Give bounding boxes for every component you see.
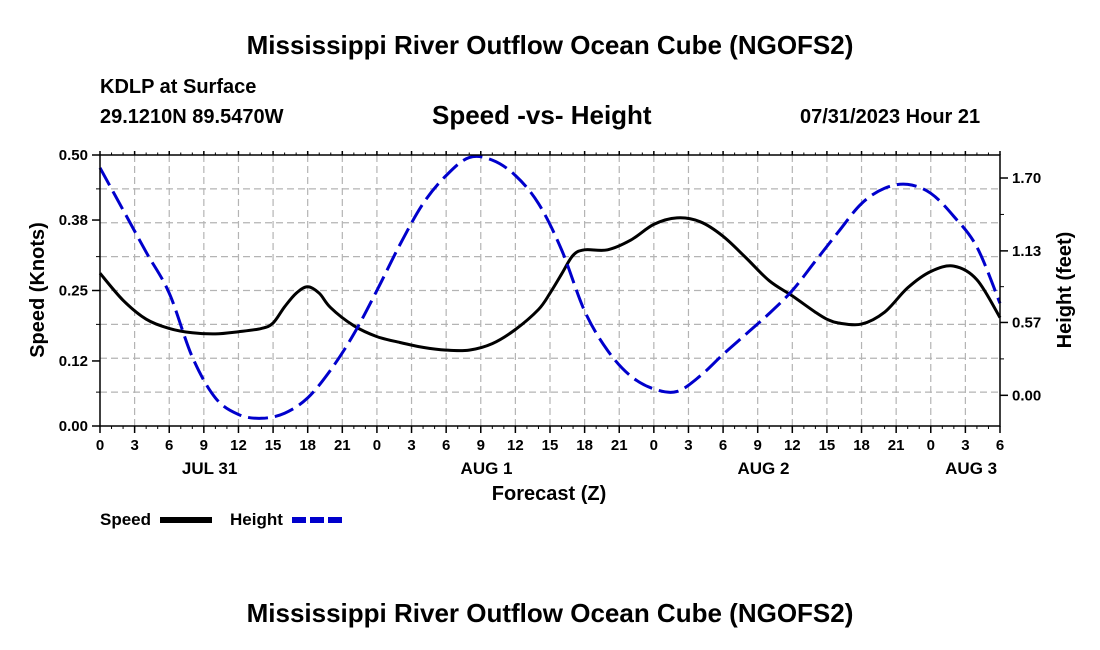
x-tick-label: 18 bbox=[853, 437, 870, 454]
x-tick-label: 6 bbox=[996, 437, 1004, 454]
chart-title: Mississippi River Outflow Ocean Cube (NG… bbox=[246, 30, 854, 60]
x-tick-label: 15 bbox=[542, 437, 559, 454]
x-date-label: AUG 1 bbox=[461, 459, 513, 478]
x-axis: 0 3 6 9 12 15 18 21 0 3 6 9 12 15 18 21 0 3 6 9 12 15 18 21 0 3 6J… bbox=[96, 151, 1004, 478]
x-date-label: JUL 31 bbox=[182, 459, 237, 478]
legend-label-speed: Speed bbox=[100, 510, 151, 529]
x-tick-label: 3 bbox=[961, 437, 969, 454]
x-axis-title: Forecast (Z) bbox=[492, 483, 606, 505]
x-tick-label: 15 bbox=[265, 437, 282, 454]
x-tick-label: 15 bbox=[819, 437, 836, 454]
x-tick-label: 12 bbox=[230, 437, 247, 454]
legend-label-height: Height bbox=[230, 510, 283, 529]
series-line-height bbox=[98, 154, 1002, 420]
y-tick-label: 0.50 bbox=[59, 147, 88, 164]
x-tick-label: 21 bbox=[888, 437, 905, 454]
y-tick-label: 0.12 bbox=[59, 353, 88, 370]
y-tick-label: 0.25 bbox=[59, 283, 88, 300]
y2-tick-label: 0.00 bbox=[1012, 387, 1041, 404]
legend: Speed Height bbox=[100, 510, 342, 529]
x-tick-label: 12 bbox=[784, 437, 801, 454]
y-axis-right: 0.00 0.57 1.13 1.70 bbox=[1000, 170, 1041, 404]
x-tick-label: 0 bbox=[927, 437, 935, 454]
x-tick-label: 6 bbox=[165, 437, 173, 454]
x-tick-label: 0 bbox=[650, 437, 658, 454]
x-tick-label: 3 bbox=[130, 437, 138, 454]
station-coordinates: 29.1210N 89.5470W bbox=[100, 106, 284, 128]
x-tick-label: 21 bbox=[334, 437, 351, 454]
x-tick-label: 3 bbox=[407, 437, 415, 454]
y2-tick-label: 1.13 bbox=[1012, 243, 1041, 260]
x-tick-label: 12 bbox=[507, 437, 524, 454]
y2-tick-label: 0.57 bbox=[1012, 314, 1041, 331]
series-layer bbox=[98, 154, 1002, 420]
speed-height-chart: 0 3 6 9 12 15 18 21 0 3 6 9 12 15 18 21 0 3 6 9 12 15 18 21 0 3 6J… bbox=[27, 147, 1076, 529]
x-tick-label: 3 bbox=[684, 437, 692, 454]
y-axis-title: Speed (Knots) bbox=[27, 222, 49, 358]
x-tick-label: 9 bbox=[477, 437, 485, 454]
y-tick-label: 0.00 bbox=[59, 418, 88, 435]
x-tick-label: 0 bbox=[373, 437, 381, 454]
y-tick-label: 0.38 bbox=[59, 212, 88, 229]
footer-title: Mississippi River Outflow Ocean Cube (NG… bbox=[246, 598, 854, 628]
chart-subtitle: Speed -vs- Height bbox=[432, 100, 652, 130]
series-line-speed bbox=[98, 216, 1002, 353]
y2-axis-title: Height (feet) bbox=[1054, 232, 1076, 349]
x-tick-label: 9 bbox=[754, 437, 762, 454]
forecast-timestamp: 07/31/2023 Hour 21 bbox=[800, 106, 981, 128]
x-tick-label: 6 bbox=[719, 437, 727, 454]
x-tick-label: 6 bbox=[442, 437, 450, 454]
y-axis-left: 0.00 0.12 0.25 0.38 0.50 bbox=[59, 147, 100, 435]
x-tick-label: 0 bbox=[96, 437, 104, 454]
station-label: KDLP at Surface bbox=[100, 76, 257, 98]
x-tick-label: 9 bbox=[200, 437, 208, 454]
x-date-label: AUG 2 bbox=[737, 459, 789, 478]
x-tick-label: 18 bbox=[576, 437, 593, 454]
x-tick-label: 18 bbox=[299, 437, 316, 454]
y2-tick-label: 1.70 bbox=[1012, 170, 1041, 187]
x-date-label: AUG 3 bbox=[945, 459, 997, 478]
x-tick-label: 21 bbox=[611, 437, 628, 454]
